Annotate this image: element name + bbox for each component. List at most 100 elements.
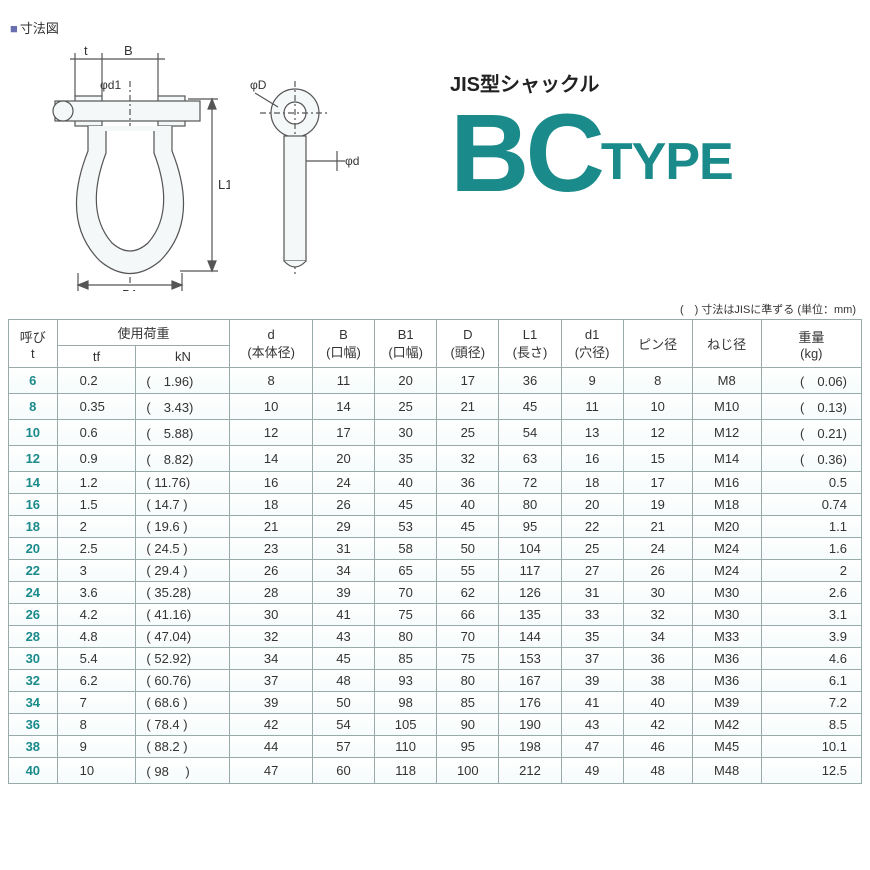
cell-B1: 75 — [375, 604, 437, 626]
cell-weight: 7.2 — [761, 692, 861, 714]
dim-B1: B1 — [122, 287, 138, 291]
cell-pin: 30 — [623, 582, 692, 604]
cell-kn: ( 29.4 ) — [136, 560, 230, 582]
cell-L1: 198 — [499, 736, 561, 758]
col-weight: 重量 (kg) — [761, 320, 861, 368]
cell-kn: ( 8.82) — [136, 446, 230, 472]
cell-weight: 0.5 — [761, 472, 861, 494]
table-row: 80.35( 3.43)10142521451110M10( 0.13) — [9, 394, 862, 420]
cell-kn: ( 98 ) — [136, 758, 230, 784]
cell-d: 14 — [230, 446, 313, 472]
cell-D: 17 — [437, 368, 499, 394]
cell-d1: 31 — [561, 582, 623, 604]
cell-tf: 4.8 — [57, 626, 136, 648]
table-row: 347( 68.6 )395098851764140M397.2 — [9, 692, 862, 714]
cell-tf: 2.5 — [57, 538, 136, 560]
cell-nobi: 20 — [9, 538, 58, 560]
cell-B: 48 — [312, 670, 374, 692]
cell-L1: 54 — [499, 420, 561, 446]
diagram-column: 寸法図 t B φd1 — [10, 18, 410, 291]
cell-tf: 8 — [57, 714, 136, 736]
cell-D: 50 — [437, 538, 499, 560]
cell-d: 10 — [230, 394, 313, 420]
cell-tf: 0.35 — [57, 394, 136, 420]
shackle-front-diagram: t B φd1 — [40, 41, 230, 291]
cell-D: 40 — [437, 494, 499, 516]
cell-d1: 43 — [561, 714, 623, 736]
cell-B1: 35 — [375, 446, 437, 472]
cell-d1: 20 — [561, 494, 623, 516]
cell-D: 45 — [437, 516, 499, 538]
cell-B: 20 — [312, 446, 374, 472]
table-row: 223( 29.4 )263465551172726M242 — [9, 560, 862, 582]
dim-B: B — [124, 43, 133, 58]
title-bc: BC — [450, 92, 601, 215]
cell-L1: 153 — [499, 648, 561, 670]
cell-D: 80 — [437, 670, 499, 692]
col-D: D (頭径) — [437, 320, 499, 368]
cell-B1: 98 — [375, 692, 437, 714]
cell-tf: 10 — [57, 758, 136, 784]
table-row: 389( 88.2 )4457110951984746M4510.1 — [9, 736, 862, 758]
cell-B: 41 — [312, 604, 374, 626]
cell-tf: 6.2 — [57, 670, 136, 692]
cell-thread: M42 — [692, 714, 761, 736]
cell-weight: 4.6 — [761, 648, 861, 670]
cell-thread: M16 — [692, 472, 761, 494]
col-nobi: 呼び t — [9, 320, 58, 368]
dim-d: φd — [345, 154, 359, 168]
cell-d: 44 — [230, 736, 313, 758]
dim-L1: L1 — [218, 177, 230, 192]
cell-weight: 3.9 — [761, 626, 861, 648]
cell-B1: 25 — [375, 394, 437, 420]
cell-pin: 12 — [623, 420, 692, 446]
cell-nobi: 30 — [9, 648, 58, 670]
table-row: 305.4( 52.92)344585751533736M364.6 — [9, 648, 862, 670]
cell-L1: 72 — [499, 472, 561, 494]
cell-nobi: 38 — [9, 736, 58, 758]
cell-thread: M24 — [692, 538, 761, 560]
cell-nobi: 8 — [9, 394, 58, 420]
cell-d1: 13 — [561, 420, 623, 446]
cell-tf: 0.6 — [57, 420, 136, 446]
cell-d1: 9 — [561, 368, 623, 394]
cell-B: 29 — [312, 516, 374, 538]
cell-pin: 42 — [623, 714, 692, 736]
table-note: ( ) 寸法はJISに準ずる (単位：mm) — [0, 301, 870, 317]
cell-pin: 26 — [623, 560, 692, 582]
col-B: B (口幅) — [312, 320, 374, 368]
cell-d: 28 — [230, 582, 313, 604]
cell-pin: 36 — [623, 648, 692, 670]
cell-d1: 49 — [561, 758, 623, 784]
cell-tf: 7 — [57, 692, 136, 714]
table-row: 182( 19.6 )21295345952221M201.1 — [9, 516, 862, 538]
cell-pin: 17 — [623, 472, 692, 494]
cell-thread: M39 — [692, 692, 761, 714]
cell-nobi: 16 — [9, 494, 58, 516]
cell-L1: 36 — [499, 368, 561, 394]
cell-L1: 45 — [499, 394, 561, 420]
cell-d: 12 — [230, 420, 313, 446]
cell-nobi: 22 — [9, 560, 58, 582]
title-column: JIS型シャックル BCTYPE — [430, 18, 733, 209]
cell-d1: 37 — [561, 648, 623, 670]
cell-pin: 40 — [623, 692, 692, 714]
cell-d: 16 — [230, 472, 313, 494]
cell-kn: ( 52.92) — [136, 648, 230, 670]
cell-L1: 167 — [499, 670, 561, 692]
cell-d1: 39 — [561, 670, 623, 692]
cell-kn: ( 41.16) — [136, 604, 230, 626]
cell-tf: 4.2 — [57, 604, 136, 626]
cell-D: 100 — [437, 758, 499, 784]
cell-D: 75 — [437, 648, 499, 670]
cell-thread: M30 — [692, 582, 761, 604]
cell-weight: ( 0.36) — [761, 446, 861, 472]
diagrams: t B φd1 — [10, 41, 410, 291]
cell-kn: ( 19.6 ) — [136, 516, 230, 538]
table-row: 4010( 98 )47601181002124948M4812.5 — [9, 758, 862, 784]
cell-d: 37 — [230, 670, 313, 692]
cell-thread: M45 — [692, 736, 761, 758]
cell-thread: M48 — [692, 758, 761, 784]
col-tf: tf — [57, 346, 136, 368]
cell-B1: 80 — [375, 626, 437, 648]
